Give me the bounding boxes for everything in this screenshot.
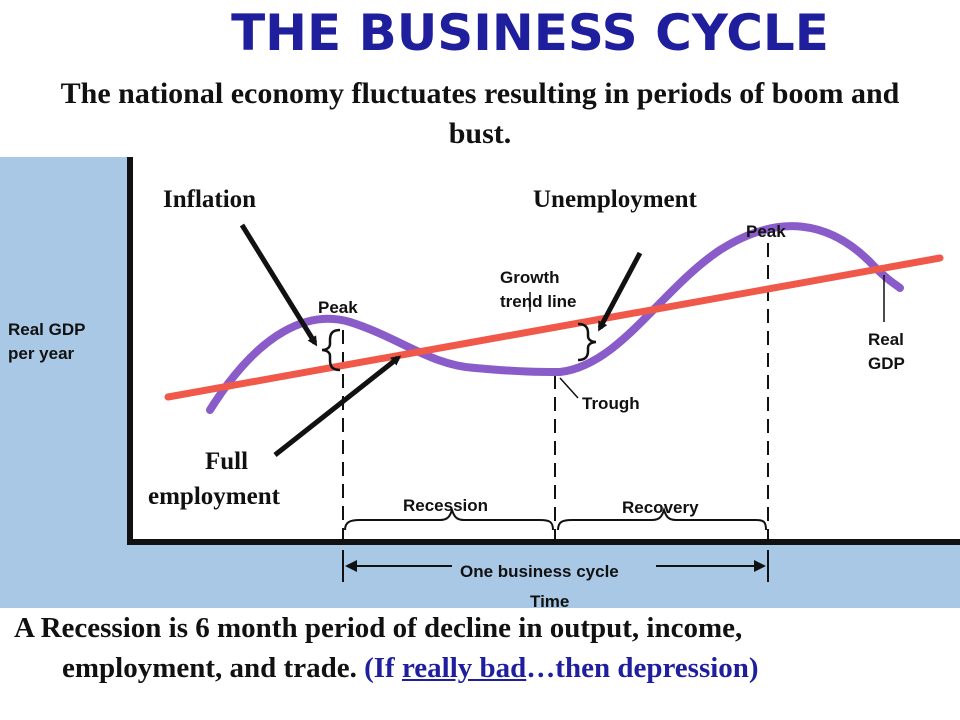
footer-open: (If	[364, 652, 395, 684]
y-axis	[127, 157, 133, 545]
unemployment-brace	[577, 322, 597, 362]
real-gdp-label-line2: GDP	[868, 354, 905, 373]
real-gdp-label-line1: Real	[868, 330, 904, 349]
inflation-arrow	[239, 223, 318, 347]
footer-panel	[0, 608, 960, 720]
subtitle: The national economy fluctuates resultin…	[60, 77, 900, 150]
inflation-brace	[321, 328, 341, 372]
x-axis	[127, 539, 960, 545]
page-title: THE BUSINESS CYCLE	[231, 4, 829, 62]
growth-trend-line	[164, 254, 944, 401]
recovery-label: Recovery	[622, 498, 699, 517]
full-employment-label-line1: Full	[205, 448, 249, 475]
inflation-label: Inflation	[163, 186, 257, 213]
growth-trend-label-line1: Growth	[500, 268, 560, 287]
y-axis-label-line1: Real GDP	[8, 320, 86, 339]
unemployment-label: Unemployment	[533, 186, 697, 213]
trough-label: Trough	[582, 394, 640, 413]
footer-line2-main: employment, and trade.	[62, 652, 357, 684]
peak-left-label: Peak	[318, 298, 358, 317]
trough-pointer	[559, 377, 579, 399]
y-axis-label-line2: per year	[8, 344, 75, 363]
full-employment-label-line2: employment	[148, 483, 280, 510]
x-axis-label: Time	[530, 592, 570, 611]
recovery-bracket	[557, 506, 767, 531]
real-gdp-curve	[206, 222, 904, 414]
footer-close: …then depression)	[526, 652, 759, 684]
recession-label: Recession	[403, 496, 489, 515]
recession-definition-line1: A Recession is 6 month period of decline…	[14, 612, 743, 644]
plot-area	[127, 157, 960, 542]
recession-definition-line2: employment, and trade. (If really bad…th…	[62, 652, 759, 685]
really-bad-link[interactable]: really bad	[401, 652, 527, 684]
growth-trend-label-line2: trend line	[500, 292, 577, 311]
peak-right-label: Peak	[746, 222, 786, 241]
full-employment-arrow	[273, 355, 402, 457]
y-axis-label: Real GDP per year	[8, 318, 118, 366]
one-business-cycle-label: One business cycle	[460, 562, 619, 581]
cycle-arrow-left-head	[345, 560, 357, 572]
cycle-arrow-right-head	[754, 560, 766, 572]
recession-bracket	[344, 506, 554, 531]
unemployment-arrow	[597, 251, 643, 332]
